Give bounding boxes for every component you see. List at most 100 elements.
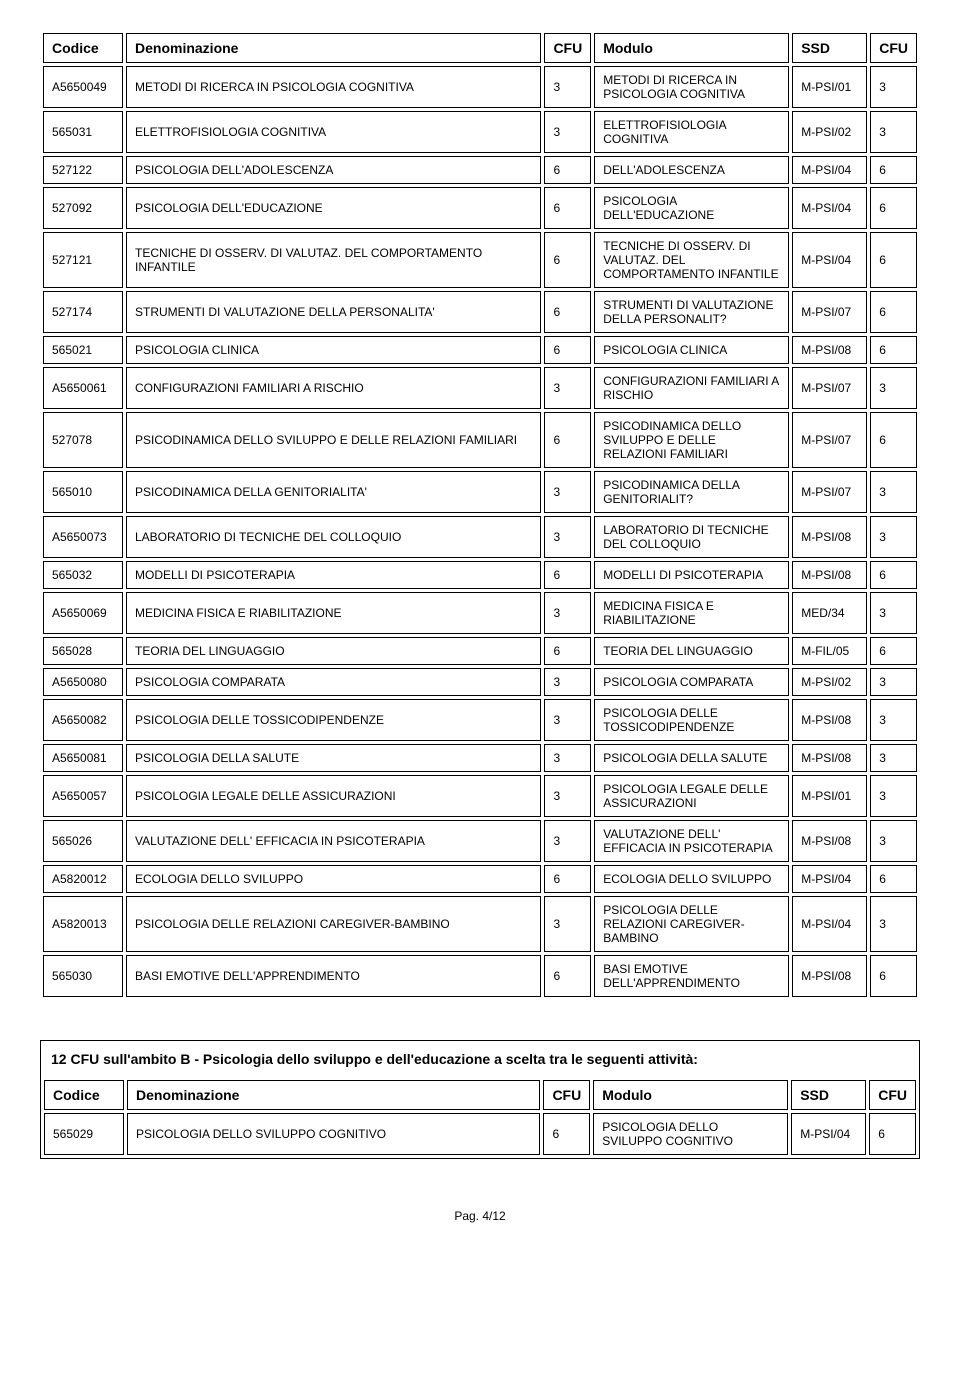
cell: VALUTAZIONE DELL' EFFICACIA IN PSICOTERA… <box>126 820 541 862</box>
table-row: 565028TEORIA DEL LINGUAGGIO6TEORIA DEL L… <box>43 637 917 665</box>
cell: MEDICINA FISICA E RIABILITAZIONE <box>126 592 541 634</box>
cell: M-PSI/04 <box>792 156 867 184</box>
th-modulo: Modulo <box>594 33 789 63</box>
cell: 3 <box>870 668 917 696</box>
cell: ELETTROFISIOLOGIA COGNITIVA <box>126 111 541 153</box>
table-row: A5650081PSICOLOGIA DELLA SALUTE3PSICOLOG… <box>43 744 917 772</box>
cell: A5650081 <box>43 744 123 772</box>
table-row: A5650069MEDICINA FISICA E RIABILITAZIONE… <box>43 592 917 634</box>
th-ssd: SSD <box>792 33 867 63</box>
cell: PSICOLOGIA LEGALE DELLE ASSICURAZIONI <box>594 775 789 817</box>
table-row: 527174STRUMENTI DI VALUTAZIONE DELLA PER… <box>43 291 917 333</box>
table-row: 565026VALUTAZIONE DELL' EFFICACIA IN PSI… <box>43 820 917 862</box>
cell: 527092 <box>43 187 123 229</box>
table-row: A5650057PSICOLOGIA LEGALE DELLE ASSICURA… <box>43 775 917 817</box>
page-footer: Pag. 4/12 <box>40 1209 920 1223</box>
cell: PSICOLOGIA DELL'EDUCAZIONE <box>594 187 789 229</box>
cell: ECOLOGIA DELLO SVILUPPO <box>594 865 789 893</box>
cell: LABORATORIO DI TECNICHE DEL COLLOQUIO <box>594 516 789 558</box>
table-header-row: Codice Denominazione CFU Modulo SSD CFU <box>43 33 917 63</box>
cell: LABORATORIO DI TECNICHE DEL COLLOQUIO <box>126 516 541 558</box>
cell: 6 <box>544 291 591 333</box>
cell: PSICOLOGIA DELL'EDUCAZIONE <box>126 187 541 229</box>
cell: 3 <box>870 775 917 817</box>
cell: 3 <box>544 820 591 862</box>
cell: M-PSI/08 <box>792 336 867 364</box>
cell: METODI DI RICERCA IN PSICOLOGIA COGNITIV… <box>126 66 541 108</box>
cell: 565021 <box>43 336 123 364</box>
cell: 3 <box>870 367 917 409</box>
th-denom: Denominazione <box>126 33 541 63</box>
th-codice: Codice <box>43 33 123 63</box>
cell: PSICOLOGIA COMPARATA <box>126 668 541 696</box>
cell: A5650049 <box>43 66 123 108</box>
cell: A5820012 <box>43 865 123 893</box>
cell: 565031 <box>43 111 123 153</box>
cell: PSICOLOGIA CLINICA <box>126 336 541 364</box>
cell: 3 <box>544 896 591 952</box>
cell: VALUTAZIONE DELL' EFFICACIA IN PSICOTERA… <box>594 820 789 862</box>
cell: 6 <box>870 291 917 333</box>
cell: PSICOLOGIA DELLE TOSSICODIPENDENZE <box>594 699 789 741</box>
cell: PSICOLOGIA DELLA SALUTE <box>126 744 541 772</box>
cell: A5650061 <box>43 367 123 409</box>
cell: 3 <box>544 744 591 772</box>
cell: A5650069 <box>43 592 123 634</box>
cell: ELETTROFISIOLOGIA COGNITIVA <box>594 111 789 153</box>
cell: 6 <box>543 1113 590 1155</box>
table-row: A5650049METODI DI RICERCA IN PSICOLOGIA … <box>43 66 917 108</box>
cell: 3 <box>870 111 917 153</box>
cell: PSICOLOGIA LEGALE DELLE ASSICURAZIONI <box>126 775 541 817</box>
th-cfu1: CFU <box>544 33 591 63</box>
cell: TEORIA DEL LINGUAGGIO <box>126 637 541 665</box>
cell: 3 <box>544 699 591 741</box>
table2-header-row: Codice Denominazione CFU Modulo SSD CFU <box>44 1080 916 1110</box>
cell: 3 <box>870 471 917 513</box>
th2-ssd: SSD <box>791 1080 866 1110</box>
cell: 3 <box>544 668 591 696</box>
cell: M-PSI/04 <box>792 232 867 288</box>
cell: DELL'ADOLESCENZA <box>594 156 789 184</box>
cell: PSICOLOGIA DELLE TOSSICODIPENDENZE <box>126 699 541 741</box>
cell: 6 <box>870 865 917 893</box>
cell: 3 <box>870 516 917 558</box>
cell: 565028 <box>43 637 123 665</box>
cell: BASI EMOTIVE DELL'APPRENDIMENTO <box>594 955 789 997</box>
cell: M-PSI/04 <box>792 896 867 952</box>
cell: 527174 <box>43 291 123 333</box>
cell: A5650080 <box>43 668 123 696</box>
cell: CONFIGURAZIONI FAMILIARI A RISCHIO <box>126 367 541 409</box>
cell: 6 <box>544 232 591 288</box>
cell: 6 <box>544 637 591 665</box>
th2-cfu1: CFU <box>543 1080 590 1110</box>
th2-modulo: Modulo <box>593 1080 788 1110</box>
cell: A5650057 <box>43 775 123 817</box>
cell: M-PSI/07 <box>792 471 867 513</box>
section-b-wrap: 12 CFU sull'ambito B - Psicologia dello … <box>40 1040 920 1159</box>
cell: 6 <box>544 156 591 184</box>
cell: 6 <box>544 412 591 468</box>
cell: 3 <box>544 111 591 153</box>
table-row: 527121TECNICHE DI OSSERV. DI VALUTAZ. DE… <box>43 232 917 288</box>
table-row: A5820013PSICOLOGIA DELLE RELAZIONI CAREG… <box>43 896 917 952</box>
cell: 527121 <box>43 232 123 288</box>
table-row: A5650080PSICOLOGIA COMPARATA3PSICOLOGIA … <box>43 668 917 696</box>
table-row: 565032MODELLI DI PSICOTERAPIA6MODELLI DI… <box>43 561 917 589</box>
cell: M-PSI/02 <box>792 111 867 153</box>
cell: 565010 <box>43 471 123 513</box>
cell: TECNICHE DI OSSERV. DI VALUTAZ. DEL COMP… <box>126 232 541 288</box>
cell: 527122 <box>43 156 123 184</box>
table-row: 527078PSICODINAMICA DELLO SVILUPPO E DEL… <box>43 412 917 468</box>
cell: TECNICHE DI OSSERV. DI VALUTAZ. DEL COMP… <box>594 232 789 288</box>
cell: 565029 <box>44 1113 124 1155</box>
cell: M-PSI/01 <box>792 66 867 108</box>
cell: METODI DI RICERCA IN PSICOLOGIA COGNITIV… <box>594 66 789 108</box>
cell: PSICOLOGIA DELL'ADOLESCENZA <box>126 156 541 184</box>
cell: MED/34 <box>792 592 867 634</box>
cell: 6 <box>544 561 591 589</box>
cell: 6 <box>870 187 917 229</box>
cell: 6 <box>870 412 917 468</box>
table-row: 565029PSICOLOGIA DELLO SVILUPPO COGNITIV… <box>44 1113 916 1155</box>
cell: M-PSI/08 <box>792 699 867 741</box>
table-row: 565010PSICODINAMICA DELLA GENITORIALITA'… <box>43 471 917 513</box>
